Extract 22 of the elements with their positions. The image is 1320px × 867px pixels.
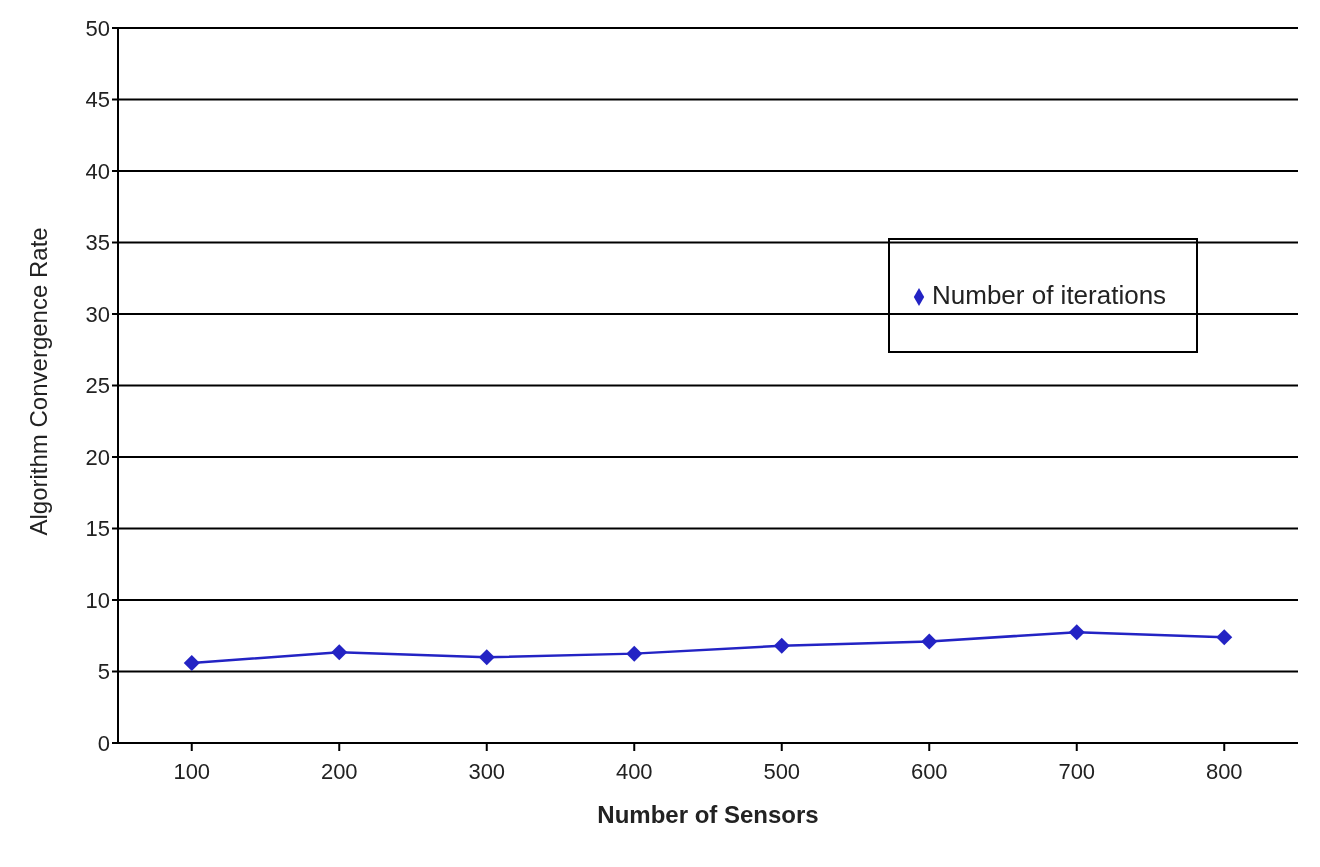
x-axis-title: Number of Sensors	[597, 801, 819, 828]
y-axis-title: Algorithm Convergence Rate	[24, 227, 52, 536]
y-tick-label: 45	[85, 87, 110, 113]
x-tick-label: 500	[763, 758, 801, 784]
y-tick-label: 30	[85, 301, 110, 327]
x-tick-label: 100	[173, 758, 211, 784]
y-tick-label: 40	[85, 158, 110, 184]
y-tick-label: 15	[85, 516, 110, 542]
x-tick-label: 400	[615, 758, 653, 784]
y-tick-label: 25	[85, 373, 110, 399]
x-tick-label: 800	[1205, 758, 1243, 784]
y-tick-label: 0	[97, 730, 110, 756]
y-tick-label: 10	[85, 587, 110, 613]
x-tick-label: 700	[1058, 758, 1096, 784]
x-tick-label: 600	[910, 758, 948, 784]
y-tick-label: 50	[85, 15, 110, 41]
y-tick-label: 5	[97, 659, 110, 685]
legend-label: Number of iterations	[932, 280, 1167, 310]
y-tick-label: 20	[85, 444, 110, 470]
y-tick-label: 35	[85, 230, 110, 256]
x-tick-label: 200	[320, 758, 358, 784]
x-tick-label: 300	[468, 758, 506, 784]
